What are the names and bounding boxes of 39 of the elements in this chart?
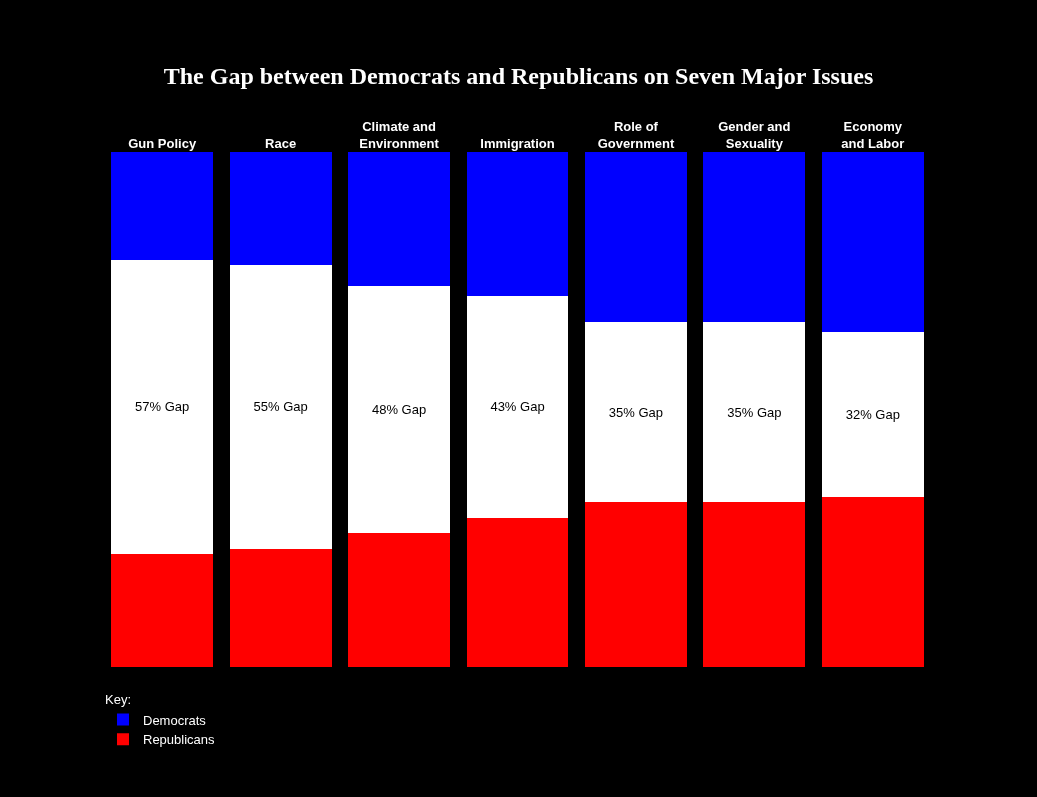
bar (348, 533, 450, 667)
bar (821, 332, 924, 498)
data-label: 57% Gap (135, 399, 190, 415)
data-label: 55% Gap (253, 399, 308, 415)
x-tick-label: Climate and Environment (359, 119, 440, 152)
legend-title: Key: (105, 692, 132, 708)
bar (703, 152, 806, 322)
bar (703, 321, 806, 503)
bar (348, 152, 450, 286)
bar (229, 152, 332, 266)
legend-label: Democrats (143, 712, 207, 728)
x-tick-label: Race (265, 136, 297, 152)
bar (585, 152, 687, 322)
bar (111, 152, 214, 261)
bar (466, 152, 569, 297)
bar (585, 502, 687, 667)
bar (821, 152, 924, 333)
bar (703, 502, 806, 667)
bar (821, 497, 924, 667)
data-label: 48% Gap (371, 402, 427, 417)
x-tick-label: Gun Policy (128, 136, 197, 152)
bar (585, 321, 687, 503)
data-label: 35% Gap (608, 404, 664, 420)
legend-label: Republicans (143, 732, 216, 748)
x-tick-label: Immigration (480, 136, 555, 152)
data-label: 32% Gap (845, 407, 900, 423)
bar (348, 285, 450, 534)
bar (466, 296, 569, 518)
bar (111, 260, 214, 554)
bar (466, 517, 569, 667)
bar (229, 265, 332, 549)
x-tick-label: Economy and Labor (841, 119, 905, 152)
bar (229, 548, 332, 667)
chart-title: The Gap between Democrats and Republicans on Seven Major Issues (163, 63, 874, 90)
bar (111, 553, 214, 667)
x-tick-label: Role of Government (597, 119, 675, 152)
data-label: 43% Gap (490, 399, 545, 415)
x-tick-label: Gender and Sexuality (718, 119, 791, 152)
data-label: 35% Gap (727, 404, 782, 420)
